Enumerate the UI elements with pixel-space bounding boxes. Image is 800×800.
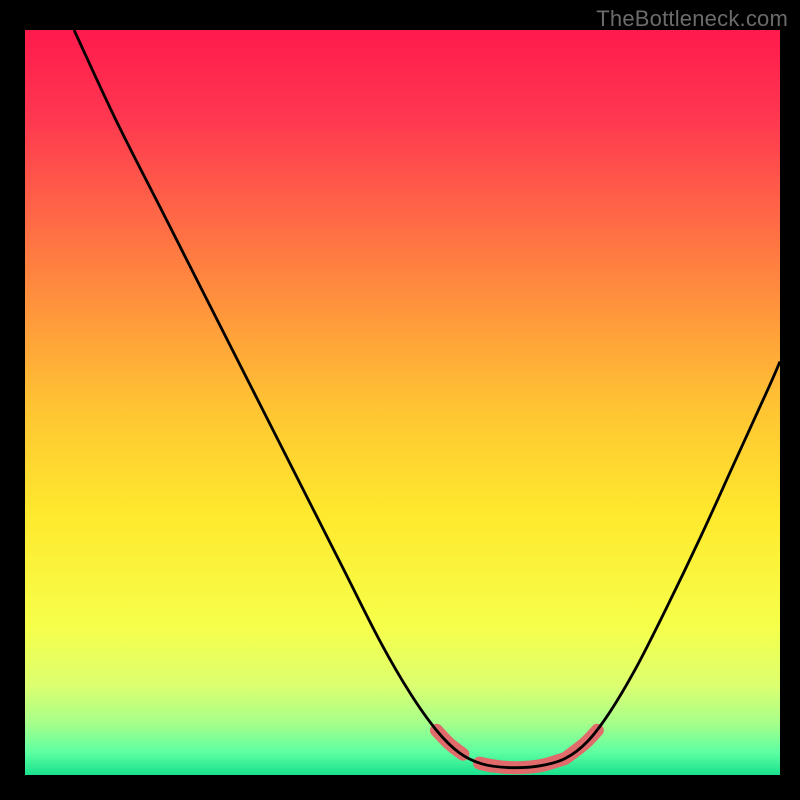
- chart-root: TheBottleneck.com: [0, 0, 800, 800]
- plot-area: [25, 30, 780, 775]
- gradient-background: [25, 30, 780, 775]
- watermark-text: TheBottleneck.com: [596, 6, 788, 32]
- plot-svg: [25, 30, 780, 775]
